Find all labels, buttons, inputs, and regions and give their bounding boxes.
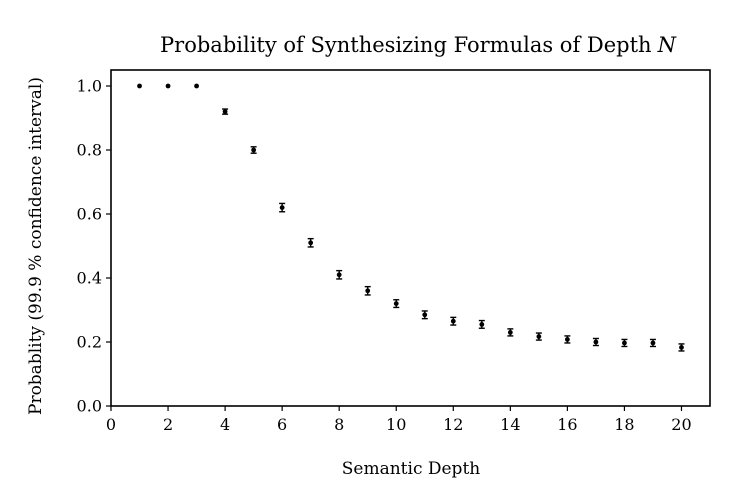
data-point-17	[622, 340, 627, 346]
data-point-11	[450, 318, 456, 324]
data-point-15	[564, 337, 570, 342]
y-tick-label-5: 1.0	[77, 77, 102, 96]
data-point-18	[650, 340, 656, 346]
x-tick-label-3: 6	[277, 415, 287, 434]
chart-title: Probability of Synthesizing Formulas of …	[160, 33, 677, 57]
y-tick-label-3: 0.6	[77, 205, 102, 224]
x-tick-label-5: 10	[386, 415, 406, 434]
data-point-13	[507, 330, 513, 335]
data-point-12	[479, 322, 485, 327]
data-point-1	[165, 83, 171, 89]
data-point-16	[593, 339, 599, 345]
data-point-0	[137, 83, 142, 89]
x-tick-label-1: 2	[163, 415, 173, 434]
x-tick-label-0: 0	[106, 415, 116, 434]
x-tick-label-6: 12	[443, 415, 463, 434]
data-point-6	[308, 240, 314, 246]
data-point-9	[393, 301, 399, 306]
data-point-19	[679, 345, 684, 350]
x-tick-label-8: 16	[557, 415, 577, 434]
data-point-7	[336, 272, 342, 278]
x-axis-label: Semantic Depth	[342, 459, 481, 479]
axis-ticks: 0 2 4 6 8 10 12 14 16 18 20 0.0 0.2 0.4 0.6 0.8 1.0	[77, 77, 692, 435]
x-tick-label-4: 8	[334, 415, 344, 434]
chart-title-text: Probability of Synthesizing Formulas of …	[160, 33, 652, 57]
data-points	[137, 83, 685, 352]
data-point-2	[194, 83, 199, 89]
y-tick-label-0: 0.0	[77, 397, 102, 416]
y-tick-label-1: 0.2	[77, 333, 102, 352]
x-tick-label-9: 18	[614, 415, 634, 434]
data-point-3	[222, 109, 228, 114]
data-point-10	[422, 312, 428, 318]
x-tick-label-2: 4	[220, 415, 230, 434]
x-tick-label-10: 20	[671, 415, 691, 434]
y-axis-label: Probablity (99.9 % confidence interval)	[26, 77, 46, 415]
data-point-14	[536, 334, 542, 339]
y-tick-label-2: 0.4	[77, 269, 102, 288]
data-point-4	[251, 147, 257, 153]
data-point-8	[365, 288, 371, 294]
plot-frame	[110, 69, 711, 407]
y-tick-label-4: 0.8	[77, 141, 102, 160]
chart-title-variable: N	[657, 33, 677, 57]
x-tick-label-7: 14	[500, 415, 520, 434]
data-point-5	[279, 205, 285, 211]
